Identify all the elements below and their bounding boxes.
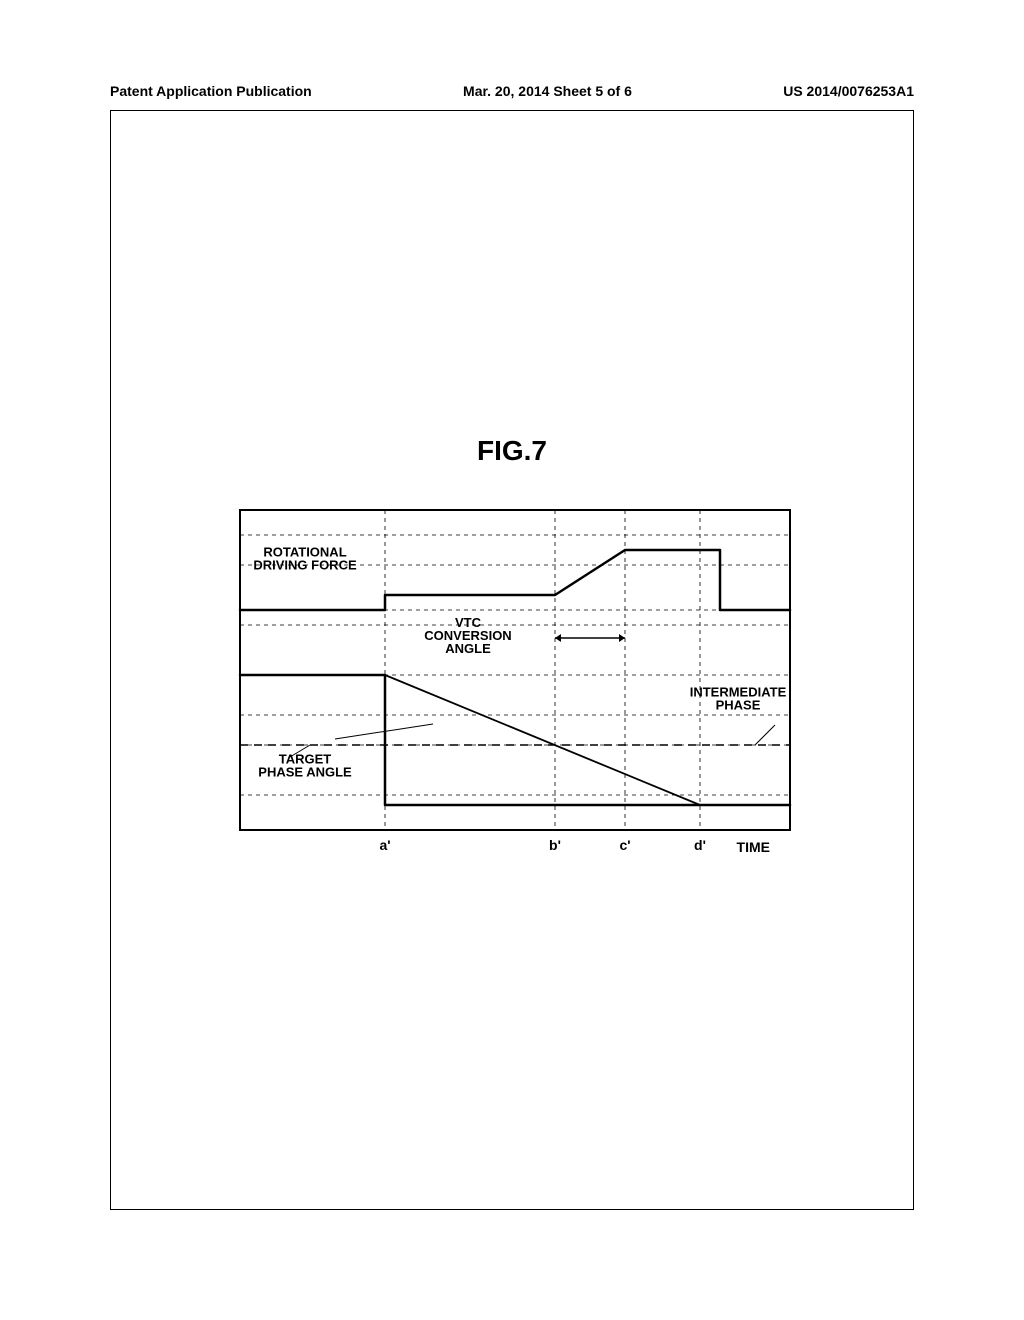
chart-svg: ROTATIONALDRIVING FORCEVTCCONVERSIONANGL… (230, 500, 800, 880)
svg-text:b': b' (549, 837, 561, 853)
svg-text:PHASE ANGLE: PHASE ANGLE (258, 765, 352, 780)
svg-text:d': d' (694, 837, 706, 853)
header-left: Patent Application Publication (110, 83, 312, 99)
svg-text:TIME: TIME (737, 839, 770, 855)
page-header: Patent Application Publication Mar. 20, … (110, 83, 914, 99)
svg-text:DRIVING FORCE: DRIVING FORCE (253, 558, 357, 573)
svg-text:ANGLE: ANGLE (445, 641, 491, 656)
svg-text:PHASE: PHASE (716, 698, 761, 713)
chart: ROTATIONALDRIVING FORCEVTCCONVERSIONANGL… (230, 500, 800, 880)
header-right: US 2014/0076253A1 (783, 83, 914, 99)
header-center: Mar. 20, 2014 Sheet 5 of 6 (463, 83, 632, 99)
figure-title: FIG.7 (0, 435, 1024, 467)
svg-text:c': c' (619, 837, 630, 853)
svg-text:a': a' (379, 837, 390, 853)
